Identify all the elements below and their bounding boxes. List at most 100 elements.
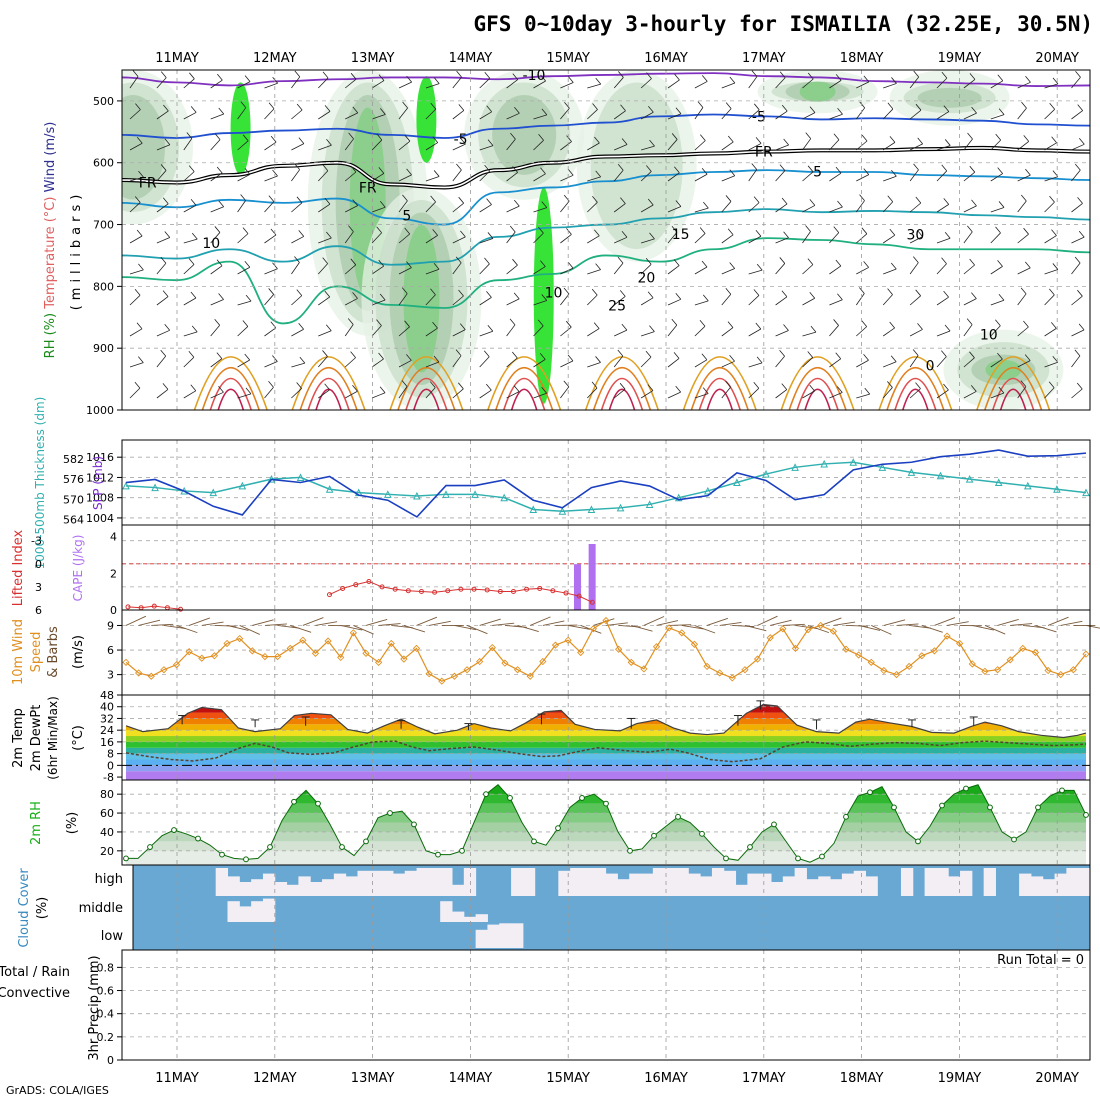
rh-point [1035, 804, 1041, 811]
cloud-cell-low [475, 929, 488, 948]
wind-speed-point [867, 658, 875, 666]
cloud-cell-high [723, 870, 737, 896]
temp-band [126, 741, 1086, 748]
wind-barb [210, 358, 223, 368]
rh-point [171, 827, 177, 833]
wind-barb-flag [1052, 77, 1059, 85]
wind-barb-flag [1024, 261, 1031, 269]
wind-barb-flag [593, 229, 600, 237]
wind-barb [1017, 326, 1029, 337]
rh-zone [122, 95, 165, 200]
wind-barb-flag [725, 195, 732, 202]
contour-label: -5 [454, 132, 468, 148]
wind-barb [667, 139, 678, 151]
thickness-point [209, 488, 218, 497]
wind-barb [371, 206, 386, 213]
thickness-point [471, 490, 479, 498]
wind-barb-flag [649, 139, 655, 147]
wind-barb-flag [402, 194, 408, 202]
wind-speed-point [501, 659, 509, 667]
wind-barb [1071, 295, 1083, 306]
top-date-20MAY: 20MAY [1035, 51, 1079, 66]
wind-barb-flag [296, 382, 302, 389]
wind-barb-flag [1077, 289, 1083, 297]
wind-barb [802, 357, 814, 368]
wind-barb [856, 174, 869, 182]
wind-barb-flag [702, 294, 709, 302]
surface-barb [997, 618, 1019, 626]
warm-contour [209, 378, 252, 410]
axis-label: Speed [29, 632, 44, 673]
cloud-cell-high [841, 873, 855, 896]
wind-barb [882, 327, 895, 337]
warm-contour [389, 356, 464, 410]
lifted-point [445, 588, 451, 594]
wind-barb-flag [805, 225, 811, 232]
pressure-tick: 800 [93, 280, 114, 293]
wind-barb [909, 169, 919, 182]
cloud-cell-high [522, 868, 536, 896]
cloud-cell-high [605, 873, 618, 896]
wind-speed-point [956, 639, 964, 648]
wind-barb-flag [294, 163, 300, 170]
wind-barb-flag [322, 350, 328, 357]
wind-barb-flag [697, 101, 704, 108]
wind-barb [829, 172, 842, 182]
cloud-cell-high [924, 868, 937, 896]
wind-barb-flag [592, 196, 598, 203]
cloud-cell-high [853, 870, 867, 896]
rh-point [435, 851, 441, 858]
wind-barb [936, 296, 949, 306]
wind-barb-flag [186, 132, 193, 139]
wind-barb [721, 201, 732, 213]
wind-barb [775, 203, 788, 213]
wind-barb-flag [190, 106, 197, 113]
bottom-date-14MAY: 14MAY [449, 1071, 493, 1086]
wind-barb-flag [836, 386, 843, 393]
wind-barb [344, 78, 357, 89]
wind-barb-flag [675, 293, 682, 300]
rh-point [915, 838, 921, 845]
surface-barb [770, 619, 792, 626]
wind-barb-flag [861, 134, 868, 142]
wind-barb-flag [725, 288, 732, 295]
wind-barb [614, 329, 628, 337]
wind-barb-flag [406, 75, 412, 83]
wind-barb-flag [887, 102, 894, 110]
wind-barb-flag [513, 292, 520, 300]
wind-barb-flag [913, 70, 920, 78]
wind-barb [210, 325, 221, 337]
wind-barb-flag [863, 261, 869, 268]
rh-point [747, 844, 753, 850]
temp-band [126, 730, 1086, 737]
wind-barb [533, 207, 547, 213]
wind-barb-flag [430, 102, 437, 110]
surface-barb [163, 625, 186, 629]
wind-barb-flag [214, 133, 221, 140]
wind-speed-point [513, 666, 522, 674]
wind-barb-flag [565, 320, 572, 328]
surface-barb [125, 615, 147, 626]
wind-barb-flag [240, 194, 246, 201]
wind-barb [156, 263, 167, 275]
lifted-cape-panel: -3 0 3 6 0 2 4 Lifted Index CAPE (J/kg) [11, 524, 1091, 617]
wind-barb-flag [727, 135, 734, 143]
wind-speed-point [1069, 666, 1078, 674]
wind-speed-line [125, 619, 1087, 682]
wind-barb [990, 173, 1003, 182]
wind-barb [963, 357, 975, 368]
wind-barb [506, 324, 516, 337]
wind-barb [936, 263, 947, 275]
wind-speed-point [526, 672, 534, 680]
lifted-point [418, 589, 424, 595]
thickness-point [413, 491, 421, 500]
precip-label-total: Total / Rain [0, 965, 70, 980]
cloud-cell-high [227, 876, 240, 896]
wind-barb-flag [967, 225, 973, 233]
lifted-point [392, 586, 398, 592]
top-date-labels: 11MAY 12MAY 13MAY 14MAY 15MAY 16MAY 17MAY 18MAY… [155, 51, 1079, 66]
wind-barb [694, 266, 708, 275]
wind-barb [936, 111, 950, 120]
surface-barb [845, 625, 869, 627]
wind-speed-point [880, 666, 888, 675]
